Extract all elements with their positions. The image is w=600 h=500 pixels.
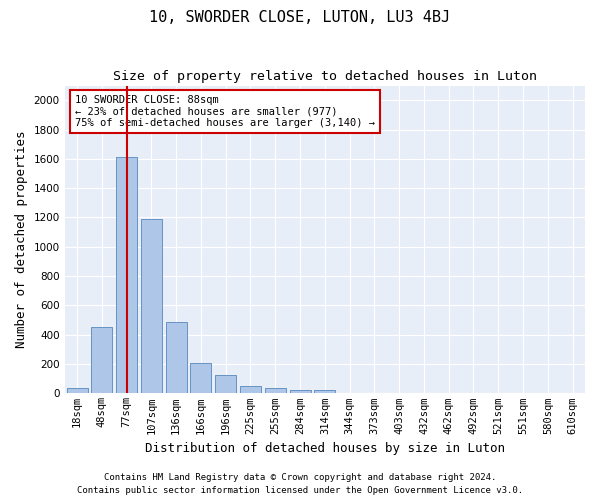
Bar xyxy=(240,386,261,394)
Bar xyxy=(91,328,112,394)
Bar xyxy=(141,219,162,394)
Bar xyxy=(116,158,137,394)
Title: Size of property relative to detached houses in Luton: Size of property relative to detached ho… xyxy=(113,70,537,83)
Bar xyxy=(67,388,88,394)
X-axis label: Distribution of detached houses by size in Luton: Distribution of detached houses by size … xyxy=(145,442,505,455)
Text: Contains HM Land Registry data © Crown copyright and database right 2024.
Contai: Contains HM Land Registry data © Crown c… xyxy=(77,474,523,495)
Bar xyxy=(290,390,311,394)
Bar xyxy=(314,390,335,394)
Bar xyxy=(215,375,236,394)
Bar xyxy=(190,362,211,394)
Text: 10, SWORDER CLOSE, LUTON, LU3 4BJ: 10, SWORDER CLOSE, LUTON, LU3 4BJ xyxy=(149,10,451,25)
Y-axis label: Number of detached properties: Number of detached properties xyxy=(15,130,28,348)
Bar xyxy=(265,388,286,394)
Bar xyxy=(166,322,187,394)
Text: 10 SWORDER CLOSE: 88sqm
← 23% of detached houses are smaller (977)
75% of semi-d: 10 SWORDER CLOSE: 88sqm ← 23% of detache… xyxy=(75,95,375,128)
